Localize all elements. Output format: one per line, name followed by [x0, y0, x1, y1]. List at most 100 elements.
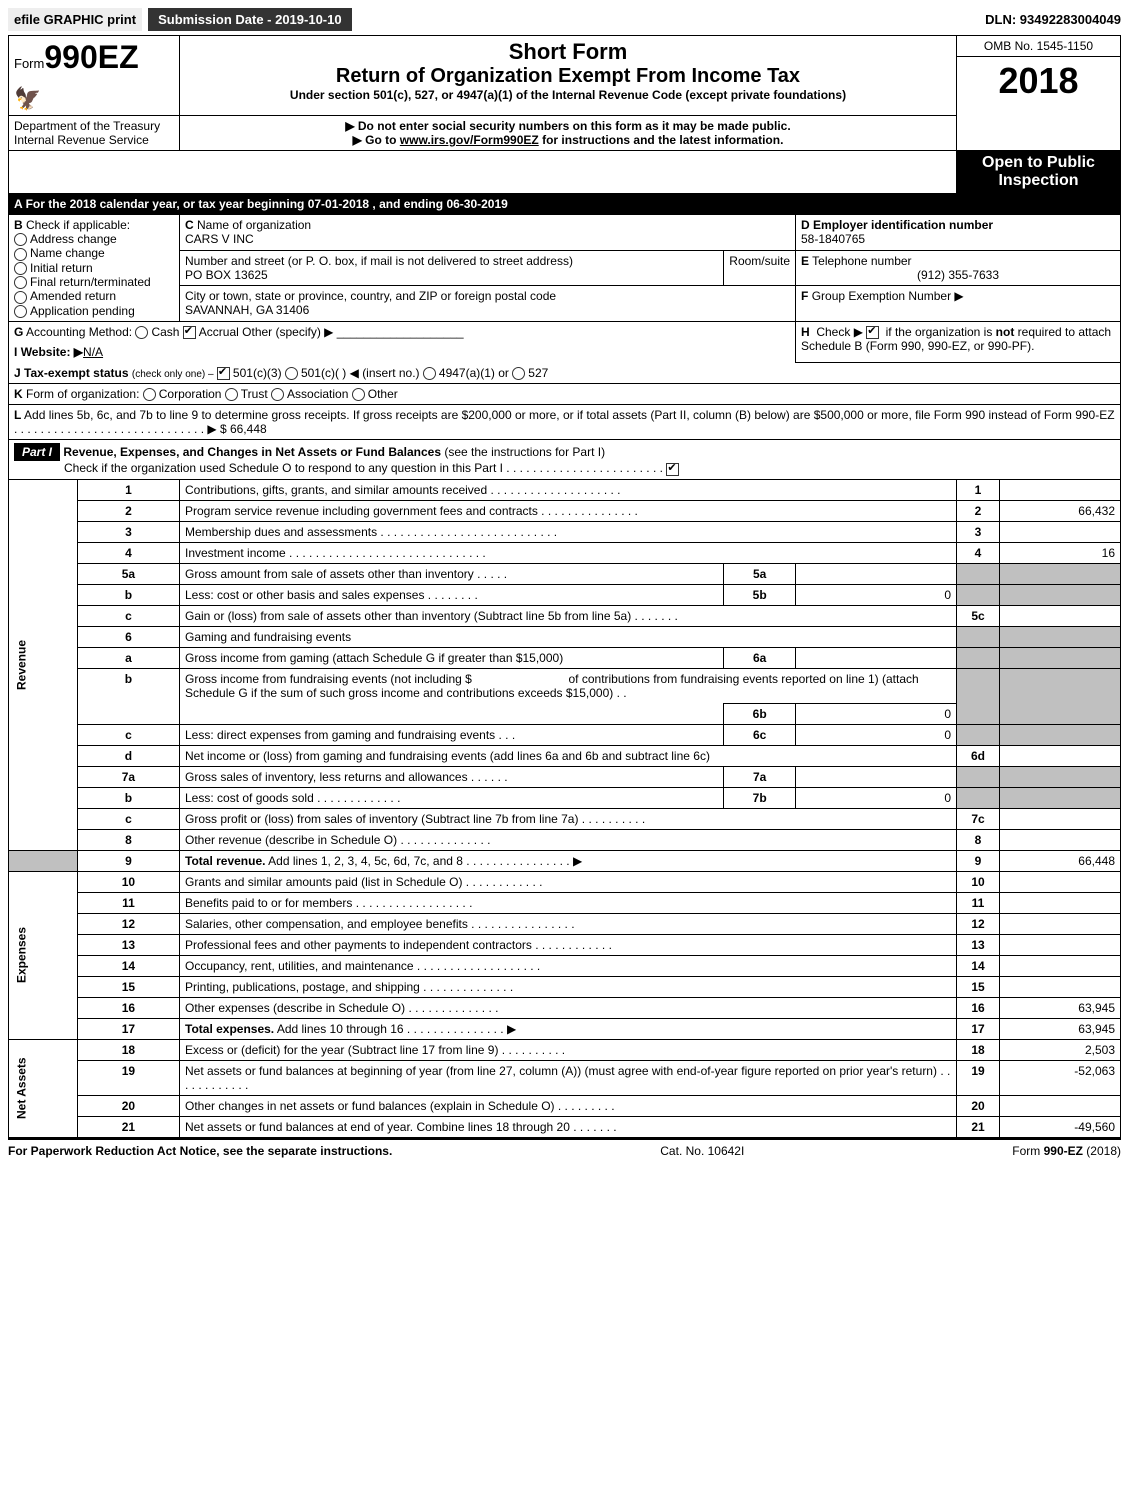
section-d: D Employer identification number 58-1840…	[796, 215, 1121, 251]
501c-radio[interactable]	[285, 367, 298, 380]
name-change-check[interactable]	[14, 248, 27, 261]
irs-label: Internal Revenue Service	[14, 133, 174, 147]
part-i-schedule-o-check[interactable]	[666, 463, 679, 476]
line-6d-text: Net income or (loss) from gaming and fun…	[180, 745, 957, 766]
line-7c-value	[1000, 808, 1121, 829]
line-9-value: 66,448	[1000, 850, 1121, 871]
footer: For Paperwork Reduction Act Notice, see …	[8, 1138, 1121, 1158]
line-14-value	[1000, 955, 1121, 976]
trust-radio[interactable]	[225, 388, 238, 401]
form-table: Form990EZ 🦅 Short Form Return of Organiz…	[8, 35, 1121, 1138]
line-9-text: Total revenue. Add lines 1, 2, 3, 4, 5c,…	[180, 850, 957, 871]
section-j: J Tax-exempt status (check only one) – 5…	[9, 362, 1121, 383]
line-7a-text: Gross sales of inventory, less returns a…	[180, 766, 724, 787]
omb-number: OMB No. 1545-1150	[957, 36, 1121, 57]
section-c-city: City or town, state or province, country…	[180, 286, 796, 322]
line-7a-value	[796, 766, 957, 787]
line-13-value	[1000, 934, 1121, 955]
revenue-sidebar: Revenue	[9, 479, 78, 850]
line-13-text: Professional fees and other payments to …	[180, 934, 957, 955]
footer-right: Form 990-EZ (2018)	[1012, 1144, 1121, 1158]
line-4-value: 16	[1000, 542, 1121, 563]
schedule-b-check[interactable]	[866, 326, 879, 339]
line-19-text: Net assets or fund balances at beginning…	[180, 1060, 957, 1095]
line-11-text: Benefits paid to or for members . . . . …	[180, 892, 957, 913]
line-11-value	[1000, 892, 1121, 913]
dln-label: DLN: 93492283004049	[985, 12, 1121, 27]
section-k: K Form of organization: Corporation Trus…	[9, 384, 1121, 405]
section-c-name: C Name of organization CARS V INC	[180, 215, 796, 251]
line-6a-value	[796, 647, 957, 668]
final-return-check[interactable]	[14, 276, 27, 289]
line-10-text: Grants and similar amounts paid (list in…	[180, 871, 957, 892]
line-12-text: Salaries, other compensation, and employ…	[180, 913, 957, 934]
submission-date-button[interactable]: Submission Date - 2019-10-10	[148, 8, 352, 31]
other-org-radio[interactable]	[352, 388, 365, 401]
line-18-value: 2,503	[1000, 1039, 1121, 1060]
initial-return-check[interactable]	[14, 262, 27, 275]
line-15-text: Printing, publications, postage, and shi…	[180, 976, 957, 997]
line-4-text: Investment income . . . . . . . . . . . …	[180, 542, 957, 563]
line-6b-text: Gross income from fundraising events (no…	[180, 668, 957, 703]
amended-return-check[interactable]	[14, 291, 27, 304]
line-14-text: Occupancy, rent, utilities, and maintena…	[180, 955, 957, 976]
address-change-check[interactable]	[14, 233, 27, 246]
527-radio[interactable]	[512, 367, 525, 380]
irs-link[interactable]: www.irs.gov/Form990EZ	[400, 133, 539, 147]
line-2-text: Program service revenue including govern…	[180, 500, 957, 521]
line-5c-text: Gain or (loss) from sale of assets other…	[180, 605, 957, 626]
section-a-bar: A For the 2018 calendar year, or tax yea…	[9, 194, 1121, 215]
ssn-note: ▶ Do not enter social security numbers o…	[185, 119, 951, 133]
4947-radio[interactable]	[423, 367, 436, 380]
line-17-text: Total expenses. Add lines 10 through 16 …	[180, 1018, 957, 1039]
subtitle: Under section 501(c), 527, or 4947(a)(1)…	[185, 88, 951, 102]
cash-radio[interactable]	[135, 326, 148, 339]
section-i: I Website: ▶N/A	[9, 342, 796, 362]
line-5a-text: Gross amount from sale of assets other t…	[180, 563, 724, 584]
form-word: Form	[14, 56, 44, 71]
line-6b-value: 0	[796, 703, 957, 724]
line-19-value: -52,063	[1000, 1060, 1121, 1095]
line-20-text: Other changes in net assets or fund bala…	[180, 1095, 957, 1116]
eagle-icon: 🦅	[14, 86, 41, 112]
line-2-value: 66,432	[1000, 500, 1121, 521]
line-8-text: Other revenue (describe in Schedule O) .…	[180, 829, 957, 850]
footer-left: For Paperwork Reduction Act Notice, see …	[8, 1144, 392, 1158]
section-f: F Group Exemption Number ▶	[796, 286, 1121, 322]
line-15-value	[1000, 976, 1121, 997]
line-12-value	[1000, 913, 1121, 934]
section-e: E Telephone number (912) 355-7633	[796, 250, 1121, 286]
line-10-value	[1000, 871, 1121, 892]
footer-mid: Cat. No. 10642I	[660, 1144, 744, 1158]
501c3-radio[interactable]	[217, 367, 230, 380]
line-5b-text: Less: cost or other basis and sales expe…	[180, 584, 724, 605]
section-c-addr: Number and street (or P. O. box, if mail…	[180, 250, 724, 286]
line-7b-text: Less: cost of goods sold . . . . . . . .…	[180, 787, 724, 808]
line-1-text: Contributions, gifts, grants, and simila…	[180, 479, 957, 500]
line-6d-value	[1000, 745, 1121, 766]
line-7b-value: 0	[796, 787, 957, 808]
line-5a-value	[796, 563, 957, 584]
line-21-text: Net assets or fund balances at end of ye…	[180, 1116, 957, 1137]
line-16-text: Other expenses (describe in Schedule O) …	[180, 997, 957, 1018]
assoc-radio[interactable]	[271, 388, 284, 401]
goto-pre: ▶ Go to	[353, 133, 400, 147]
corp-radio[interactable]	[143, 388, 156, 401]
line-17-value: 63,945	[1000, 1018, 1121, 1039]
section-g: G Accounting Method: Cash Accrual Other …	[9, 321, 796, 342]
line-8-value	[1000, 829, 1121, 850]
line-6c-value: 0	[796, 724, 957, 745]
line-5b-value: 0	[796, 584, 957, 605]
accrual-radio[interactable]	[183, 326, 196, 339]
line-18-text: Excess or (deficit) for the year (Subtra…	[180, 1039, 957, 1060]
expenses-sidebar: Expenses	[9, 871, 78, 1039]
line-3-value	[1000, 521, 1121, 542]
tax-year: 2018	[957, 57, 1121, 151]
section-l: L Add lines 5b, 6c, and 7b to line 9 to …	[9, 405, 1121, 440]
room-suite: Room/suite	[724, 250, 796, 286]
app-pending-check[interactable]	[14, 305, 27, 318]
line-7c-text: Gross profit or (loss) from sales of inv…	[180, 808, 957, 829]
line-21-value: -49,560	[1000, 1116, 1121, 1137]
part-i-header: Part I Revenue, Expenses, and Changes in…	[9, 440, 1121, 479]
line-6c-text: Less: direct expenses from gaming and fu…	[180, 724, 724, 745]
